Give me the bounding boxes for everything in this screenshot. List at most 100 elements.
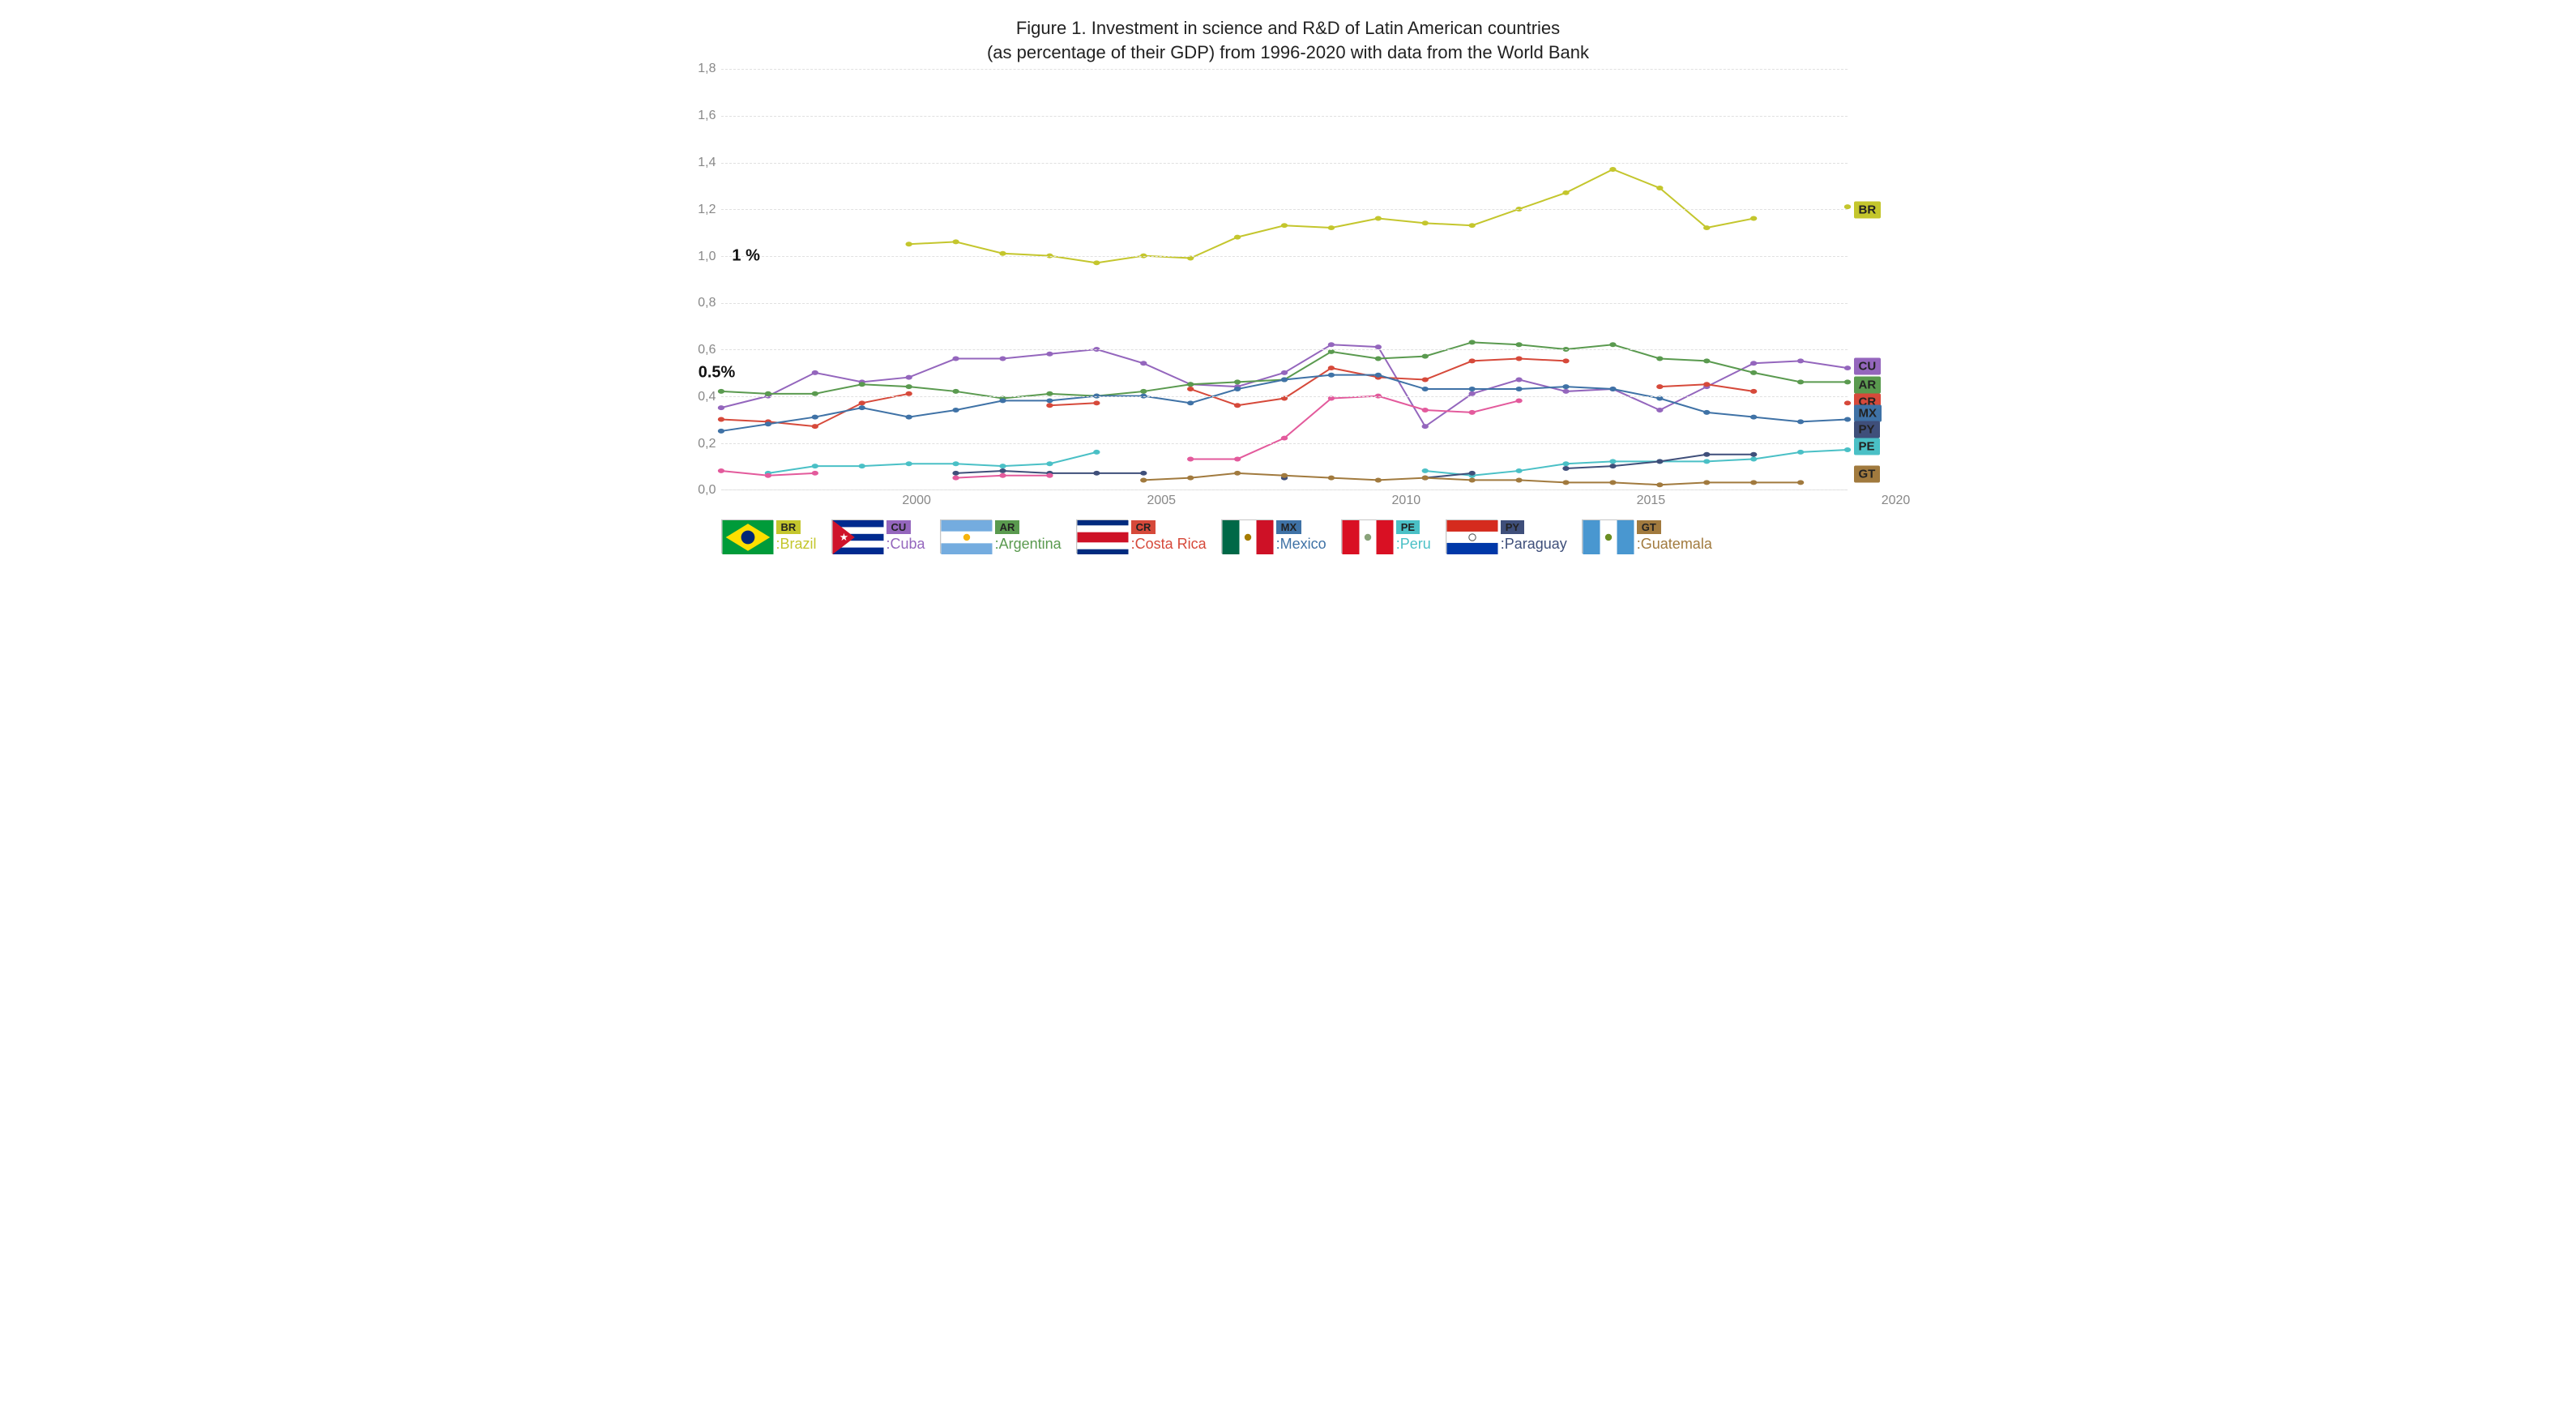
plot-area: 1 %0.5% [721,69,1848,490]
legend-name: :Mexico [1276,536,1326,553]
series-point-pe [1609,460,1616,464]
y-tick-label: 1,4 [698,156,716,170]
series-point-gt [1140,478,1147,483]
rd-investment-chart: Figure 1. Investment in science and R&D … [681,16,1896,554]
series-point-ar [858,383,865,387]
series-point-py [1140,471,1147,476]
series-point-cu [1796,359,1803,364]
series-point-br [1421,221,1428,226]
series-point-cr [1468,359,1475,364]
series-point-pk [1515,399,1522,404]
y-tick-label: 1,2 [698,203,716,217]
series-point-cr [1093,401,1100,406]
annotation: 0.5% [698,364,736,383]
end-badge-mx: MX [1854,405,1882,422]
series-point-pe [1515,468,1522,473]
series-point-mx [905,415,912,420]
series-point-br [905,242,912,247]
gridline [721,116,1848,117]
series-point-cu [952,357,959,361]
series-point-gt [1233,471,1240,476]
series-point-cr [1233,404,1240,408]
series-point-pk [811,471,818,476]
series-point-ar [952,389,959,394]
series-point-pe [952,462,959,467]
end-badge-br: BR [1854,201,1882,218]
series-point-mx [1327,373,1334,378]
legend-item-mx: MX:Mexico [1221,519,1326,554]
legend-name: :Peru [1396,536,1431,553]
series-point-ar [1421,354,1428,359]
series-point-br [1233,235,1240,240]
chart-title: Figure 1. Investment in science and R&D … [681,16,1896,64]
series-point-cr [1749,389,1756,394]
series-point-gt [1374,478,1381,483]
flag-gt-icon [1582,519,1634,554]
legend-name: :Brazil [776,536,817,553]
flag-cr-icon [1076,519,1128,554]
series-point-br [1703,225,1710,230]
legend-name: :Costa Rica [1131,536,1207,553]
series-point-br [1749,216,1756,221]
series-point-mx [1186,401,1193,406]
y-tick-label: 1,0 [698,250,716,264]
series-point-br [1093,261,1100,266]
series-point-mx [764,422,771,427]
y-tick-label: 0,6 [698,343,716,357]
legend-item-cr: CR:Costa Rica [1076,519,1207,554]
legend-code: GT [1637,520,1661,534]
series-point-cu [1749,361,1756,366]
series-point-cu [1140,361,1147,366]
series-point-pe [1093,450,1100,455]
series-point-ar [1515,343,1522,348]
series-point-py [1468,471,1475,476]
series-point-cr [811,425,818,430]
series-point-pk [952,476,959,481]
series-point-pe [858,464,865,469]
series-point-mx [1468,387,1475,391]
gridline [721,349,1848,350]
series-point-cu [1515,378,1522,383]
series-point-py [1749,452,1756,457]
series-point-py [1703,452,1710,457]
legend-item-ar: AR:Argentina [940,519,1062,554]
series-point-pk [1421,408,1428,413]
series-point-br [1562,190,1569,195]
legend-code: PE [1396,520,1420,534]
series-point-ar [1374,357,1381,361]
series-point-pk [1186,457,1193,462]
series-point-ar [1140,389,1147,394]
gridline [721,303,1848,304]
series-point-pe [1749,457,1756,462]
flag-mx-icon [1221,519,1273,554]
series-point-pe [811,464,818,469]
series-point-pk [764,473,771,478]
x-axis: 20002005201020152020 [721,490,1896,513]
series-point-pe [1046,462,1053,467]
series-point-ar [905,385,912,390]
series-point-cu [1046,352,1053,357]
legend-code: CU [886,520,912,534]
series-point-pe [1562,462,1569,467]
series-point-ar [1703,359,1710,364]
series-point-br [1374,216,1381,221]
flag-br-icon [721,519,773,554]
series-point-pk [1280,436,1287,441]
gridline [721,396,1848,397]
y-axis: 0,00,20,40,60,81,01,21,41,61,8 [681,69,721,490]
chart-title-line1: Figure 1. Investment in science and R&D … [1016,18,1560,38]
legend-name: :Paraguay [1501,536,1567,553]
series-point-ar [1186,383,1193,387]
series-point-pk [1468,410,1475,415]
series-point-gt [1703,481,1710,485]
series-point-mx [1046,399,1053,404]
series-point-py [1609,464,1616,469]
legend-item-cu: ★CU:Cuba [831,519,925,554]
series-point-py [952,471,959,476]
series-point-gt [1796,481,1803,485]
series-point-mx [1374,373,1381,378]
gridline [721,69,1848,70]
series-point-mx [1609,387,1616,391]
x-tick-label: 2005 [1147,494,1176,508]
series-point-cr [717,417,724,422]
